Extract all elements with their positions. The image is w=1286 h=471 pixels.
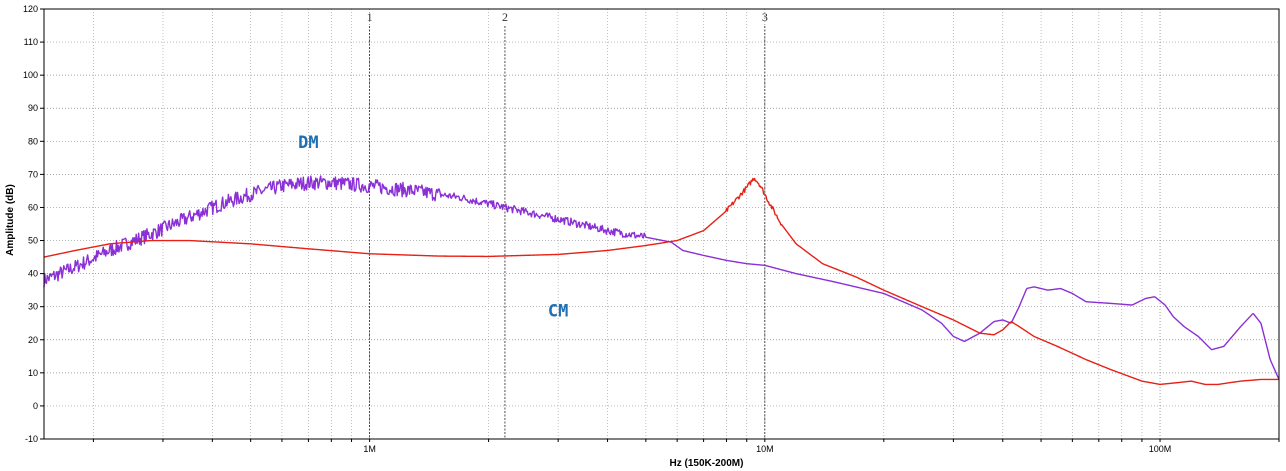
y-axis-title: Amplitude (dB) [5,184,16,256]
series-lines [43,175,1280,386]
series-label-dm: DM [298,133,318,153]
marker-label: 3 [762,10,768,24]
series-label-cm: CM [548,302,568,322]
plot-border [43,8,1280,440]
series-labels: DM CM [298,133,568,322]
axis-ticks: -10 0 10 20 30 40 50 60 70 80 90 100 110 120 1M 10M 100M [23,4,1280,454]
marker-label: 1 [367,10,373,24]
grid [44,8,1280,440]
y-tick-label: 30 [28,302,38,312]
frequency-markers: 1 2 3 [367,10,768,439]
series-line-cm [43,177,1279,386]
series-line-dm [43,175,1280,380]
y-tick-label: 120 [23,4,38,14]
y-tick-label: 50 [28,236,38,246]
y-tick-label: 60 [28,202,38,212]
x-tick-label: 100M [1149,444,1172,454]
y-tick-label: 70 [28,169,38,179]
marker-label: 2 [502,10,508,24]
x-tick-label: 10M [756,444,774,454]
y-tick-label: 90 [28,103,38,113]
x-tick-label: 1M [363,444,376,454]
y-tick-label: 10 [28,368,38,378]
y-tick-label: 20 [28,335,38,345]
y-tick-label: 40 [28,269,38,279]
y-tick-label: 0 [33,401,38,411]
y-tick-label: -10 [25,434,38,444]
y-tick-label: 110 [24,37,38,47]
y-tick-label: 80 [28,136,38,146]
y-tick-label: 100 [23,70,38,80]
x-axis-title: Hz (150K-200M) [670,458,744,469]
